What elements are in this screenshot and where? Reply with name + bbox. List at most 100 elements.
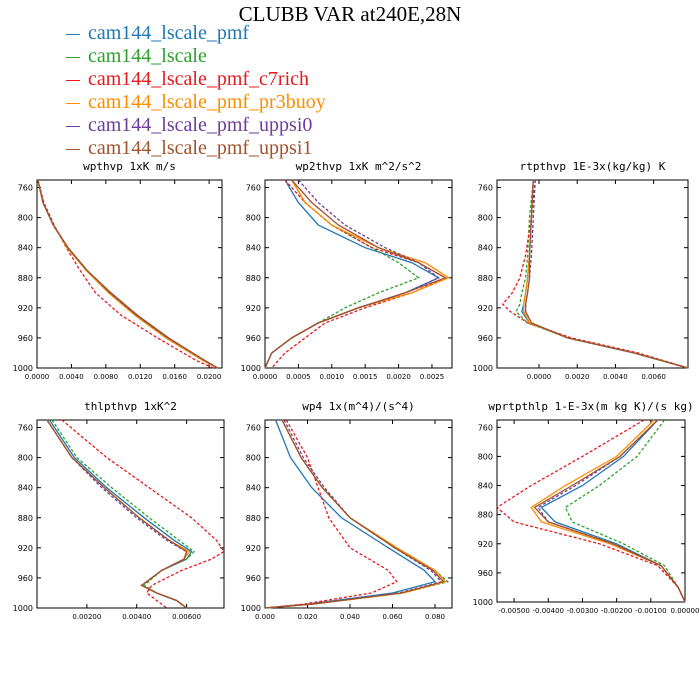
plot-frame xyxy=(36,179,223,369)
y-tick-label: 840 xyxy=(18,244,33,253)
y-tick-label: 760 xyxy=(478,423,493,432)
y-tick-label: 760 xyxy=(246,184,261,193)
y-tick-label: 960 xyxy=(246,574,261,583)
series-line xyxy=(537,419,686,603)
y-tick-label: 880 xyxy=(18,514,33,523)
y-tick-label: 920 xyxy=(246,304,261,313)
legend-item: cam144_lscale_pmf xyxy=(66,22,326,45)
x-tick-label: 0.0000 xyxy=(253,373,278,381)
series-line xyxy=(264,419,450,609)
y-tick-label: 1000 xyxy=(473,364,493,373)
y-tick-label: 800 xyxy=(246,454,261,463)
y-tick-label: 920 xyxy=(478,540,493,549)
y-tick-label: 960 xyxy=(18,574,33,583)
series-line xyxy=(51,419,196,609)
legend-swatch xyxy=(66,148,80,150)
legend-item: cam144_lscale_pmf_uppsi0 xyxy=(66,114,326,137)
y-tick-label: 920 xyxy=(18,304,33,313)
y-tick-label: 800 xyxy=(478,214,493,223)
series-line xyxy=(46,419,188,609)
series-line xyxy=(264,179,447,369)
legend-label: cam144_lscale_pmf xyxy=(88,22,250,44)
plot-frame xyxy=(264,179,453,369)
chart-title: CLUBB VAR at240E,28N xyxy=(238,2,462,26)
y-tick-label: 960 xyxy=(246,334,261,343)
legend-label: cam144_lscale xyxy=(88,45,207,67)
x-tick-label: 0.0060 xyxy=(641,373,666,381)
legend-item: cam144_lscale_pmf_pr3buoy xyxy=(66,91,326,114)
y-tick-label: 840 xyxy=(18,484,33,493)
series-line xyxy=(264,419,447,609)
x-tick-label: 0.0005 xyxy=(286,373,311,381)
x-tick-label: 0.040 xyxy=(340,613,360,621)
series-line xyxy=(495,419,686,603)
y-tick-label: 880 xyxy=(478,274,493,283)
legend-item: cam144_lscale_pmf_c7rich xyxy=(66,68,326,91)
series-line xyxy=(521,179,689,369)
plot-frame xyxy=(496,179,689,369)
series-line xyxy=(540,419,686,603)
series-line xyxy=(264,419,443,609)
y-tick-label: 800 xyxy=(478,452,493,461)
series-line xyxy=(523,179,689,369)
series-line xyxy=(61,419,225,609)
x-tick-label: 0.0040 xyxy=(59,373,84,381)
plot-frame xyxy=(36,419,225,609)
panel-title: thlpthvp 1xK^2 xyxy=(84,400,177,413)
y-tick-label: 880 xyxy=(246,274,261,283)
y-tick-label: 920 xyxy=(478,304,493,313)
series-line xyxy=(264,179,420,369)
y-tick-label: 960 xyxy=(18,334,33,343)
y-tick-label: 880 xyxy=(478,511,493,520)
legend-label: cam144_lscale_pmf_uppsi1 xyxy=(88,137,313,159)
y-tick-label: 760 xyxy=(478,184,493,193)
y-tick-label: 760 xyxy=(18,424,33,433)
legend-swatch xyxy=(66,79,80,81)
x-tick-label: 0.0000 xyxy=(527,373,552,381)
series-line xyxy=(264,419,437,609)
legend-label: cam144_lscale_pmf_uppsi0 xyxy=(88,114,313,136)
x-tick-label: -0.00100 xyxy=(635,607,666,615)
series-line xyxy=(530,419,686,603)
x-tick-label: 0.0020 xyxy=(565,373,590,381)
x-tick-label: 0.020 xyxy=(297,613,317,621)
y-tick-label: 840 xyxy=(246,244,261,253)
series-line xyxy=(501,179,689,369)
x-tick-label: 0.080 xyxy=(425,613,445,621)
legend-swatch xyxy=(66,125,80,127)
series-line xyxy=(48,419,193,609)
series-line xyxy=(564,419,686,603)
x-tick-label: -0.00400 xyxy=(533,607,564,615)
series-line xyxy=(515,179,689,369)
x-tick-label: 0.00000 xyxy=(671,607,700,615)
x-tick-label: 0.0160 xyxy=(162,373,187,381)
y-tick-label: 960 xyxy=(478,334,493,343)
y-tick-label: 1000 xyxy=(241,604,261,613)
x-tick-label: 0.060 xyxy=(382,613,402,621)
y-tick-label: 880 xyxy=(18,274,33,283)
y-tick-label: 760 xyxy=(246,424,261,433)
x-tick-label: 0.0040 xyxy=(603,373,628,381)
y-tick-label: 1000 xyxy=(13,364,33,373)
legend-label: cam144_lscale_pmf_c7rich xyxy=(88,68,310,90)
y-tick-label: 840 xyxy=(478,482,493,491)
legend-item: cam144_lscale_pmf_uppsi1 xyxy=(66,137,326,160)
series-line xyxy=(271,179,447,369)
y-tick-label: 1000 xyxy=(473,598,493,607)
legend-swatch xyxy=(66,56,80,58)
y-tick-label: 1000 xyxy=(241,364,261,373)
x-tick-label: -0.00300 xyxy=(567,607,598,615)
y-tick-label: 760 xyxy=(18,184,33,193)
x-tick-label: 0.000 xyxy=(255,613,275,621)
panel-title: wpthvp 1xK m/s xyxy=(83,160,176,173)
series-line xyxy=(37,179,218,369)
y-tick-label: 840 xyxy=(246,484,261,493)
x-tick-label: 0.0120 xyxy=(128,373,153,381)
y-tick-label: 880 xyxy=(246,514,261,523)
x-tick-label: 0.00400 xyxy=(122,613,151,621)
x-tick-label: 0.0015 xyxy=(353,373,378,381)
x-tick-label: 0.0020 xyxy=(386,373,411,381)
y-tick-label: 800 xyxy=(18,454,33,463)
x-tick-label: -0.00500 xyxy=(498,607,529,615)
x-tick-label: -0.00200 xyxy=(601,607,632,615)
